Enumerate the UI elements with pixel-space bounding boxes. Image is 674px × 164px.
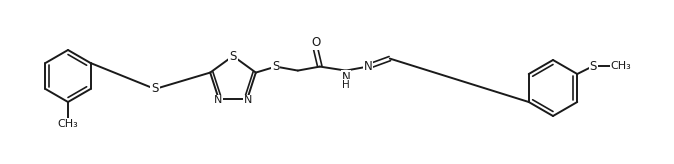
Text: N: N xyxy=(342,71,350,84)
Text: S: S xyxy=(229,50,237,62)
Text: O: O xyxy=(311,36,320,49)
Text: N: N xyxy=(363,60,372,73)
Text: S: S xyxy=(151,82,158,95)
Text: S: S xyxy=(590,60,597,72)
Text: CH₃: CH₃ xyxy=(57,119,78,129)
Text: H: H xyxy=(342,80,350,90)
Text: CH₃: CH₃ xyxy=(611,61,632,71)
Text: N: N xyxy=(244,95,252,105)
Text: N: N xyxy=(214,95,222,105)
Text: S: S xyxy=(272,60,280,73)
